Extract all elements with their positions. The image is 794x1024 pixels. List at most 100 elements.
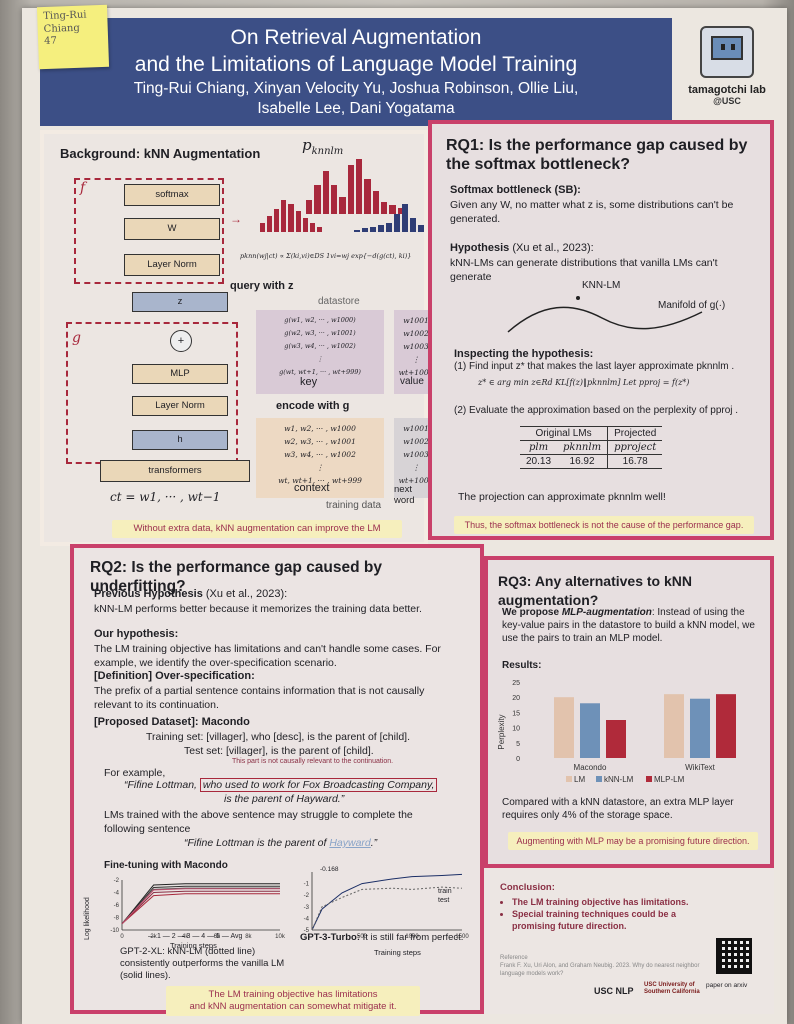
histogram-bar [355, 158, 363, 214]
perplexity-table: Original LMs Projected plm pknnlm pproje… [520, 426, 663, 469]
histogram-bar [378, 225, 384, 232]
sb-text: Given any W, no matter what z is, some d… [450, 199, 734, 225]
table-group-projected: Projected [614, 428, 657, 439]
key-item: g(w2, w3, ··· , w1001) [284, 329, 356, 337]
category-label: Macondo [574, 763, 607, 772]
step-2: (2) Evaluate the approximation based on … [454, 405, 739, 416]
step-1: (1) Find input z* that makes the last la… [454, 361, 735, 372]
prev-hyp-heading: Previous Hypothesis (Xu et al., 2023): [94, 588, 288, 600]
value-item: wt+1000 [398, 368, 434, 377]
y-tick-label: -4 [304, 916, 310, 922]
example-sentence: “Fifine Lottman, who used to work for Fo… [124, 778, 438, 792]
lab-logo: tamagotchi lab @USC [686, 26, 768, 106]
p-knn-histogram [260, 186, 324, 232]
rq1-title: RQ1: Is the performance gap caused by th… [446, 137, 748, 173]
rq3-callout: Augmenting with MLP may be a promising f… [508, 832, 758, 850]
qr-code-icon[interactable] [716, 938, 752, 974]
ct-formula: ct = w1, ··· , wt−1 [110, 490, 221, 504]
test-set: Test set: [villager], is the parent of [… [184, 745, 374, 757]
softmax-box: softmax [124, 184, 220, 206]
next-word-list: w1001 w1002 w1003 ⋮ wt+1000 [394, 418, 438, 487]
train-set: Training set: [villager], who [desc], is… [146, 731, 410, 743]
histogram-bar [394, 213, 400, 232]
key-item: g(wt, wt+1, ··· , wt+999) [279, 368, 361, 376]
robot-mascot-icon [700, 26, 754, 78]
list-item: Special training techniques could be a p… [512, 908, 712, 932]
bar [664, 694, 684, 758]
legend-swatch [596, 776, 602, 782]
datastore-label: datastore [318, 296, 360, 307]
reference: Reference Frank F. Xu, Uri Alon, and Gra… [500, 955, 700, 977]
hypothesis-text: kNN-LMs can generate distributions that … [450, 257, 718, 283]
sb-title: Softmax bottleneck (SB): [450, 184, 581, 196]
histogram-bar [364, 179, 371, 214]
series-line [121, 885, 280, 925]
x-tick-label: 0 [120, 934, 124, 940]
rq3-panel: RQ3: Any alternatives to kNN augmentatio… [484, 556, 774, 868]
x-tick-label: 4k [182, 934, 189, 940]
rq1-conclusion: The projection can approximate pknnlm we… [458, 491, 666, 503]
y-tick-label: -4 [114, 891, 120, 897]
y-tick-label: 25 [512, 680, 520, 687]
y-tick-label: 20 [512, 695, 520, 702]
background-title: Background: kNN Augmentation [60, 146, 261, 161]
y-tick-label: -2 [304, 893, 310, 899]
query-sentence: “Fifine Lottman is the parent of Hayward… [184, 837, 378, 849]
rq2-title: RQ2: Is the performance gap caused by un… [90, 559, 383, 595]
series-line [121, 890, 280, 925]
x-tick-label: 1000 [405, 934, 419, 940]
definition-text: The prefix of a partial sentence contain… [94, 685, 425, 711]
usc-logo: USC University of Southern California [644, 982, 700, 995]
series-line [121, 888, 280, 925]
bar [554, 697, 574, 758]
lab-org: @USC [713, 96, 741, 106]
gpt3-caption: GPT-3-Turbo: It is still far from perfec… [300, 932, 464, 943]
histogram-bar [362, 228, 368, 232]
y-tick-label: -5 [304, 928, 310, 934]
x-tick-label: 500 [357, 934, 368, 940]
left-chart-legend: — 1 — 2 — 3 — 4 — 5 — Avg [148, 933, 243, 940]
p-lm-histogram [354, 186, 426, 232]
list-item: The LM training objective has limitation… [512, 896, 712, 908]
histogram-bar [314, 185, 321, 214]
key-item: ⋮ [316, 355, 324, 363]
bar [716, 694, 736, 758]
value-item: w1003 [403, 342, 429, 351]
knn-lm-point-label: KNN-LM [582, 280, 621, 291]
y-tick-label: -3 [304, 905, 310, 911]
value-item: w1002 [403, 329, 429, 338]
bar [690, 698, 710, 758]
conclusion-title: Conclusion: [500, 882, 555, 893]
f-label: f [80, 180, 86, 196]
right-chart-xlabel: Training steps [374, 948, 421, 957]
table-header: pproject [614, 442, 657, 453]
y-tick-label: -10 [110, 928, 119, 934]
definition-title: [Definition] Over-specification: [94, 670, 255, 682]
background-callout: Without extra data, kNN augmentation can… [112, 520, 402, 538]
y-tick-label: -6 [114, 903, 120, 909]
histogram-bar [397, 208, 404, 214]
background-panel: Background: kNN Augmentation pknnlm f so… [40, 130, 438, 546]
histogram-bar [418, 225, 424, 232]
right-chart-value: -0.168 [320, 866, 339, 873]
prev-hyp-text: kNN-LM performs better because it memori… [94, 603, 422, 615]
next-word-label: next word [394, 484, 415, 506]
x-tick-label: 1500 [455, 934, 469, 940]
series-line [311, 886, 463, 931]
context-label: context [294, 482, 330, 494]
histogram-bar [260, 222, 266, 232]
key-label: key [300, 376, 318, 388]
finetune-title: Fine-tuning with Macondo [104, 860, 228, 871]
histogram-bar [354, 229, 360, 232]
sticky-note: Ting-Rui Chiang 47 [36, 4, 110, 70]
table-group-original: Original LMs [520, 426, 609, 441]
y-tick-label: -2 [114, 878, 120, 884]
context-list: w1, w2, ··· , w1000 w2, w3, ··· , w1001 w3… [256, 418, 384, 487]
training-data-label: training data [326, 500, 382, 511]
p-knnlm-label: pknnlm [302, 136, 344, 157]
gpt3-line-chart: -1 -2 -3 -4 -5 500 1000 1500 [304, 872, 469, 940]
legend-swatch [646, 776, 652, 782]
legend-label: LM [574, 775, 585, 784]
x-tick-label: 2k [150, 934, 157, 940]
layer-norm-bottom-box: Layer Norm [132, 396, 228, 416]
